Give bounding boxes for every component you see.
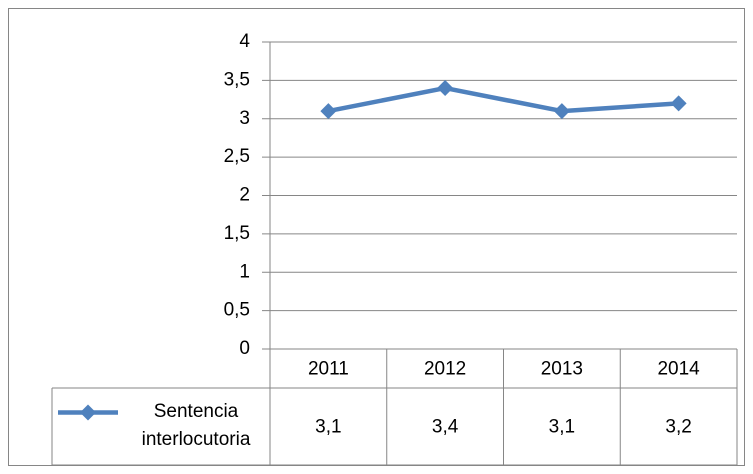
y-tick-label: 1	[239, 261, 250, 282]
y-tick-label: 3	[239, 108, 250, 129]
y-tick-label: 0,5	[224, 300, 250, 321]
data-label: 3,1	[549, 417, 575, 438]
data-label: 3,1	[315, 417, 341, 438]
y-tick-label: 4	[239, 31, 250, 52]
line-series	[327, 85, 679, 114]
data-label: 3,4	[432, 417, 459, 438]
x-tick-label: 2014	[657, 359, 700, 380]
marker	[320, 103, 337, 120]
y-tick-label: 0	[239, 338, 250, 359]
x-tick-label: 2012	[424, 359, 466, 380]
y-tick-label: 3,5	[224, 69, 250, 90]
chart-border	[8, 8, 745, 466]
marker	[553, 103, 570, 120]
y-tick-label: 2,5	[224, 146, 250, 167]
y-tick-label: 2	[239, 185, 250, 206]
marker	[437, 80, 454, 97]
x-tick-label: 2013	[541, 359, 583, 380]
x-tick-label: 2011	[308, 359, 349, 380]
legend-marker	[80, 404, 96, 421]
data-label: 3,2	[665, 417, 691, 438]
y-tick-label: 1,5	[224, 223, 250, 244]
legend-label: Sentencia interlocutoria	[141, 401, 251, 450]
marker	[670, 95, 687, 112]
